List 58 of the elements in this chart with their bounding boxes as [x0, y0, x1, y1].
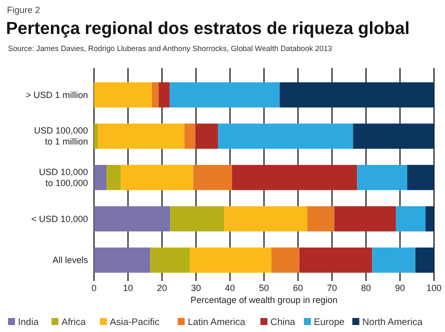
bar: [353, 124, 434, 149]
x-tick-label: 60: [292, 283, 304, 293]
bar: [190, 248, 272, 273]
legend-label: Europe: [314, 317, 345, 328]
legend-label: Asia-Pacific: [110, 317, 160, 328]
bar: [94, 206, 170, 232]
x-tick-label: 50: [258, 283, 270, 293]
x-tick-label: 90: [394, 283, 406, 293]
bar: [334, 206, 396, 232]
bar: [280, 82, 434, 108]
x-tick-label: 70: [326, 283, 338, 293]
bar: [372, 248, 416, 273]
bar: [184, 124, 196, 149]
x-tick-label: 80: [360, 283, 372, 293]
bar: [94, 164, 107, 190]
x-tick-label: 10: [122, 283, 134, 293]
bar: [218, 124, 354, 149]
legend-label: Africa: [62, 317, 86, 328]
legend-label: Latin America: [188, 317, 246, 328]
bar: [94, 82, 152, 108]
bar: [195, 124, 218, 149]
y-tick-label: < USD 10,000: [31, 214, 88, 224]
x-tick-label: 20: [156, 283, 168, 293]
bar: [193, 164, 232, 190]
legend-label: North America: [362, 317, 424, 328]
bar: [106, 164, 121, 190]
bar: [98, 124, 184, 149]
y-tick-label: USD 10,000 to 100,000: [38, 167, 88, 188]
y-tick-label: > USD 1 million: [26, 90, 88, 100]
bar: [357, 164, 408, 190]
bar: [170, 82, 280, 108]
legend-label: China: [270, 317, 296, 328]
bar: [94, 124, 98, 149]
chart-title: Pertença regional dos estratos de riqueza global: [6, 18, 410, 38]
legend-label: India: [18, 317, 40, 328]
bar: [299, 248, 372, 273]
bar: [407, 164, 434, 190]
x-tick-label: 0: [91, 283, 97, 293]
bar: [152, 82, 159, 108]
bar: [271, 248, 300, 273]
bar: [307, 206, 334, 232]
y-tick-label: All levels: [52, 255, 88, 266]
bar: [224, 206, 308, 232]
bar: [150, 248, 190, 273]
bar: [158, 82, 170, 108]
x-axis-title: Percentage of wealth group in region: [190, 295, 338, 305]
bar: [120, 164, 194, 190]
bar: [170, 206, 224, 232]
x-tick-label: 100: [426, 283, 442, 293]
caption: Figure 2: [7, 5, 40, 15]
bar: [94, 248, 150, 273]
bar: [426, 206, 434, 232]
x-tick-label: 40: [224, 283, 236, 293]
y-tick-label: USD 100,000 to 1 million: [34, 126, 88, 147]
bar: [415, 248, 434, 273]
bar: [396, 206, 426, 232]
x-tick-label: 30: [190, 283, 202, 293]
bar: [232, 164, 358, 190]
